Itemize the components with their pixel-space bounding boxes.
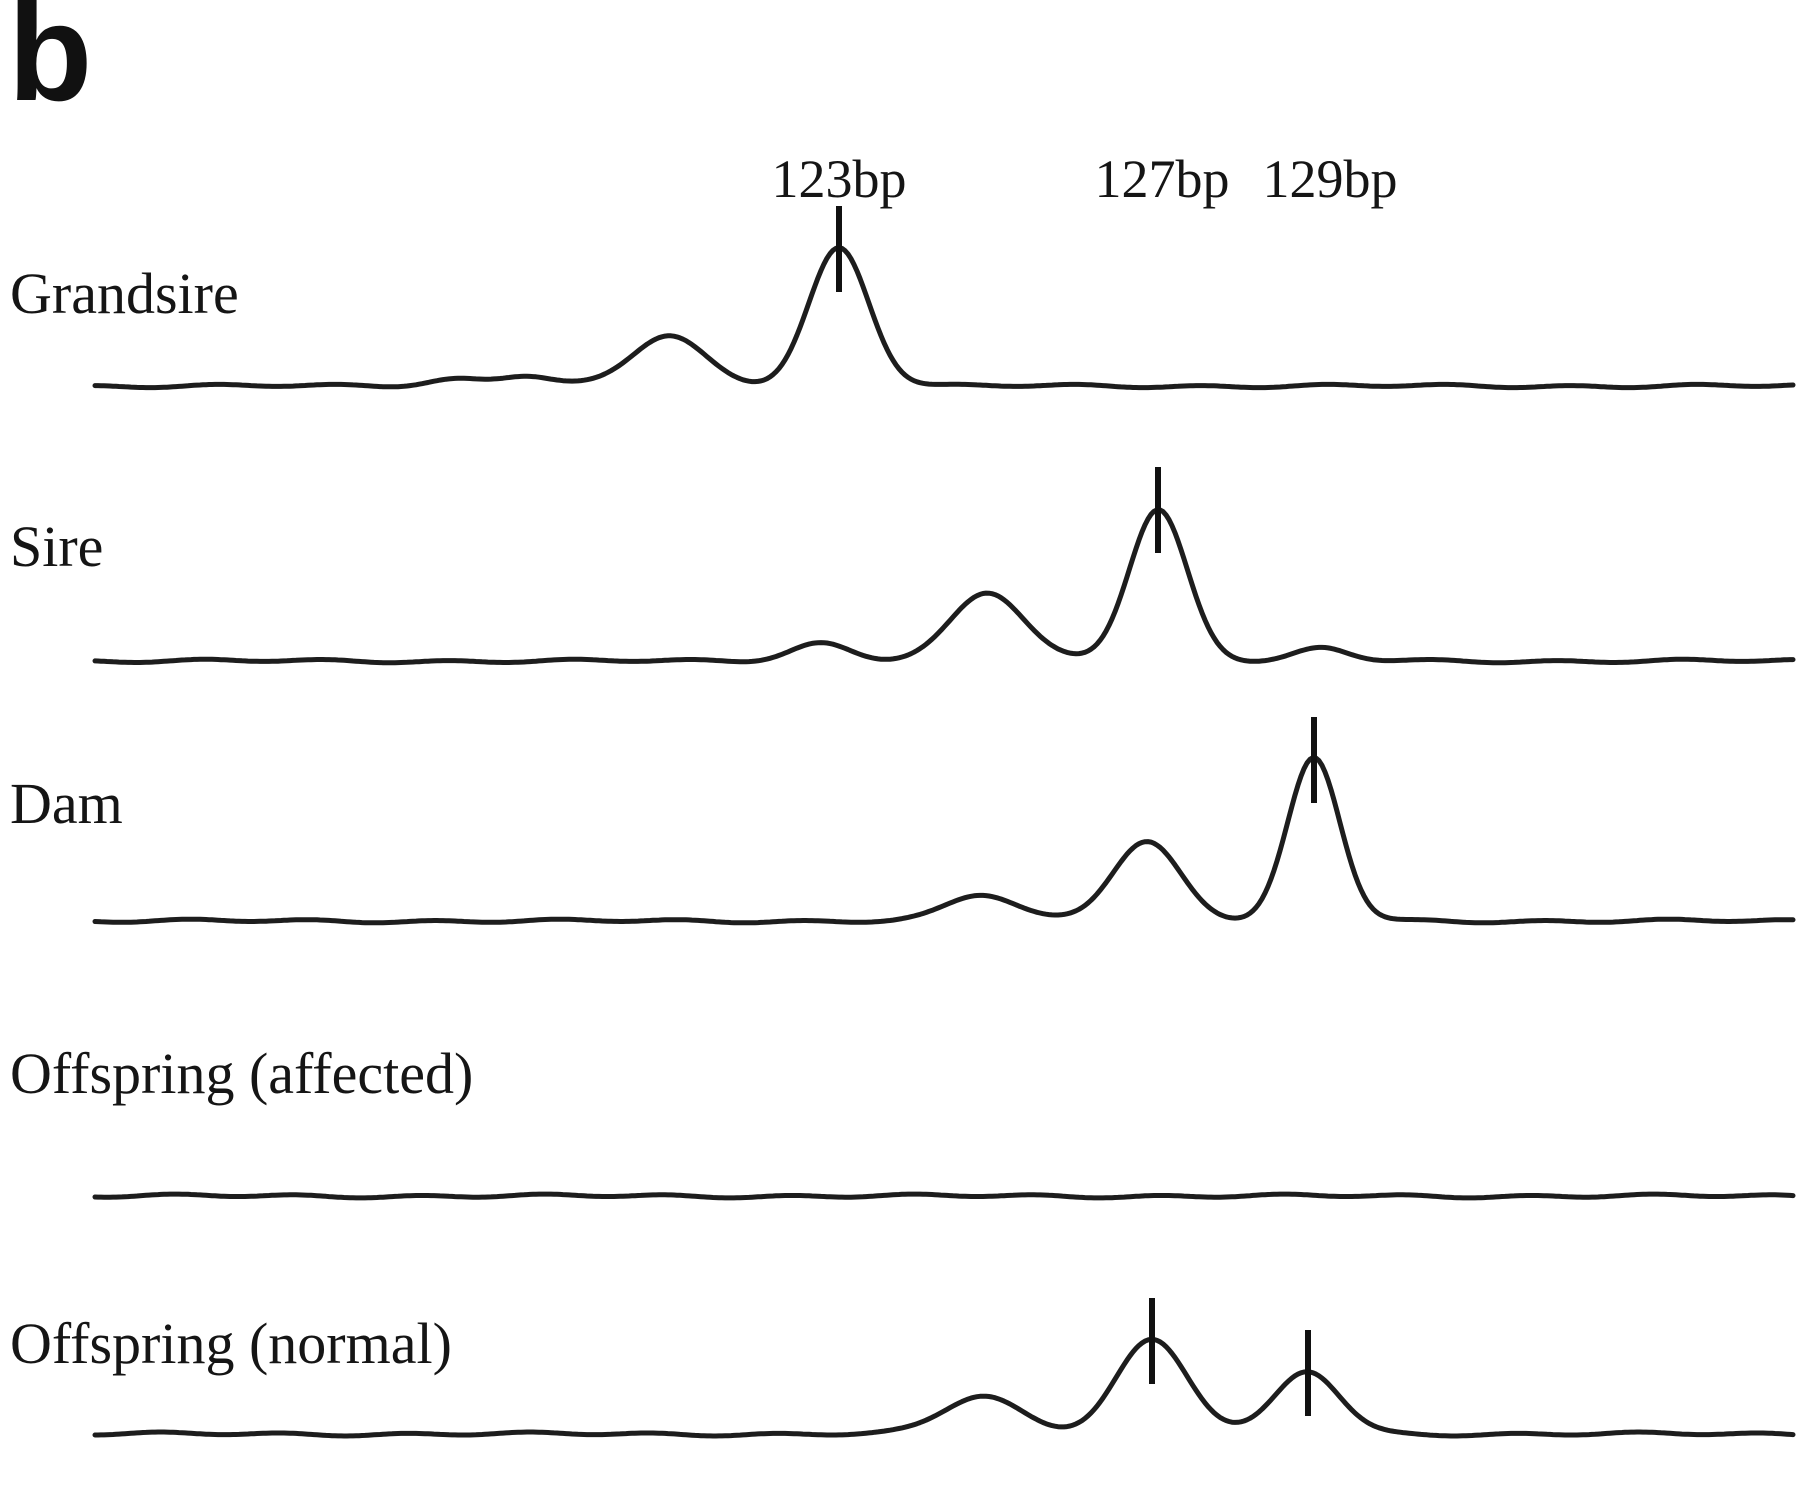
size-label-127bp: 127bp (1094, 149, 1230, 209)
panel-label: b (8, 0, 92, 130)
trace-label-sire: Sire (10, 514, 104, 579)
trace-line-offspring-normal (92, 1336, 1796, 1439)
trace-line-grandsire (92, 245, 1796, 391)
trace-label-dam: Dam (10, 771, 123, 836)
trace-line-sire (92, 507, 1796, 666)
trace-line-dam (92, 755, 1796, 926)
trace-line-offspring-affected (92, 1191, 1796, 1201)
trace-label-offspring-affected: Offspring (affected) (10, 1041, 474, 1106)
size-label-123bp: 123bp (771, 149, 907, 209)
size-label-129bp: 129bp (1262, 149, 1398, 209)
trace-label-offspring-normal: Offspring (normal) (10, 1311, 452, 1376)
trace-label-grandsire: Grandsire (10, 261, 239, 326)
